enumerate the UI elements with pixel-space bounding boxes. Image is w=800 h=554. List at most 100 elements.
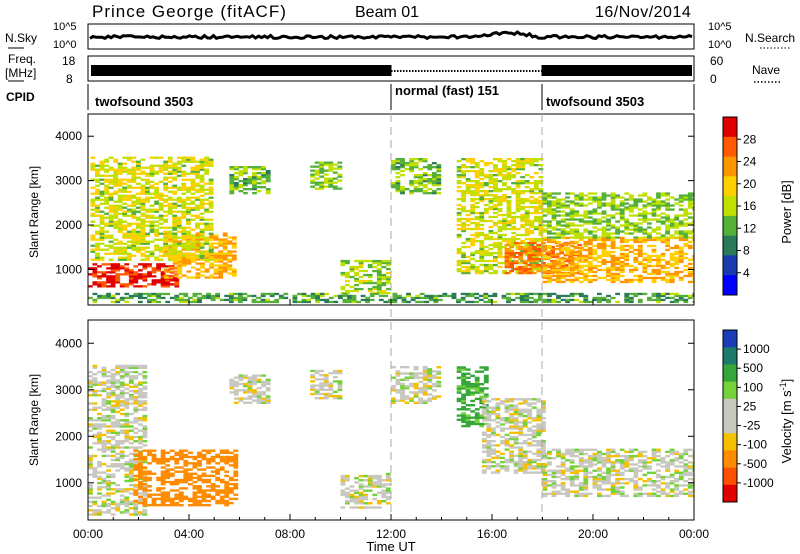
data-cell [168, 266, 174, 269]
data-cell [504, 263, 510, 267]
data-cell [190, 202, 196, 205]
data-cell [474, 194, 480, 197]
data-cell [687, 216, 693, 219]
data-cell [314, 183, 320, 186]
data-cell [215, 468, 221, 471]
data-cell [502, 170, 507, 173]
data-cell [541, 241, 546, 245]
data-cell [145, 166, 150, 169]
data-cell [554, 247, 560, 251]
data-cell [128, 377, 134, 380]
data-cell [149, 226, 155, 229]
data-cell [461, 420, 466, 424]
data-cell [174, 279, 180, 282]
data-cell [256, 399, 262, 402]
data-cell [400, 382, 405, 386]
data-cell [515, 209, 521, 213]
data-cell [163, 172, 168, 175]
data-cell [147, 283, 152, 286]
data-cell [133, 271, 139, 274]
data-cell [515, 245, 521, 249]
data-cell [229, 168, 235, 171]
data-cell [213, 242, 219, 245]
data-cell [424, 294, 430, 298]
data-cell [400, 391, 405, 394]
data-cell [597, 300, 602, 304]
data-cell [413, 180, 419, 183]
data-cell [160, 265, 166, 268]
data-cell [583, 204, 589, 207]
data-cell [385, 477, 391, 480]
data-cell [601, 262, 607, 266]
data-cell [92, 475, 98, 478]
data-cell [142, 457, 148, 461]
data-cell [219, 489, 225, 492]
data-cell [128, 294, 134, 298]
data-cell [456, 190, 462, 193]
data-cell [209, 266, 214, 269]
data-cell [479, 239, 485, 243]
data-cell [195, 208, 200, 211]
data-cell [158, 258, 164, 261]
data-cell [190, 172, 196, 175]
data-cell [186, 262, 192, 265]
data-cell [340, 483, 346, 486]
data-cell [376, 287, 382, 291]
data-cell [528, 300, 534, 304]
data-cell [547, 200, 552, 203]
data-cell [660, 234, 666, 237]
data-cell [651, 230, 657, 233]
data-cell [436, 380, 442, 384]
data-cell [117, 200, 123, 203]
data-cell [252, 172, 257, 175]
data-cell [506, 213, 512, 217]
data-cell [542, 270, 548, 274]
data-cell [138, 460, 143, 464]
data-cell [140, 192, 146, 195]
data-cell [656, 292, 661, 296]
data-cell [149, 156, 155, 159]
data-cell [142, 431, 148, 434]
data-cell [208, 190, 214, 193]
data-cell [131, 160, 137, 163]
data-cell [481, 408, 487, 411]
data-cell [332, 380, 338, 383]
data-cell [231, 238, 237, 241]
data-cell [509, 263, 514, 267]
data-cell [583, 300, 589, 304]
data-cell [142, 285, 148, 288]
data-cell [131, 234, 137, 237]
data-cell [90, 178, 96, 181]
data-cell [524, 211, 530, 215]
data-cell [542, 210, 548, 213]
data-cell [522, 271, 528, 275]
data-cell [610, 296, 616, 300]
data-cell [199, 194, 205, 197]
data-cell [192, 491, 198, 494]
data-cell [156, 263, 161, 266]
data-cell [651, 254, 657, 258]
data-cell [615, 206, 620, 209]
data-cell [615, 232, 620, 235]
data-cell [167, 156, 173, 159]
data-cell [133, 478, 139, 482]
data-cell [481, 412, 487, 416]
data-cell [108, 204, 114, 207]
data-cell [186, 234, 191, 237]
data-cell [610, 246, 616, 250]
data-cell [536, 265, 542, 269]
data-cell [637, 248, 643, 252]
data-cell [418, 168, 424, 171]
data-cell [191, 240, 196, 243]
data-cell [104, 186, 109, 189]
data-cell [461, 424, 466, 428]
data-cell [465, 227, 471, 231]
data-cell [99, 216, 105, 219]
data-cell [427, 387, 433, 390]
data-cell [115, 446, 121, 449]
data-cell [637, 280, 643, 284]
data-cell [126, 194, 132, 197]
data-cell [190, 242, 196, 245]
data-cell [231, 236, 237, 239]
data-cell [186, 260, 192, 263]
